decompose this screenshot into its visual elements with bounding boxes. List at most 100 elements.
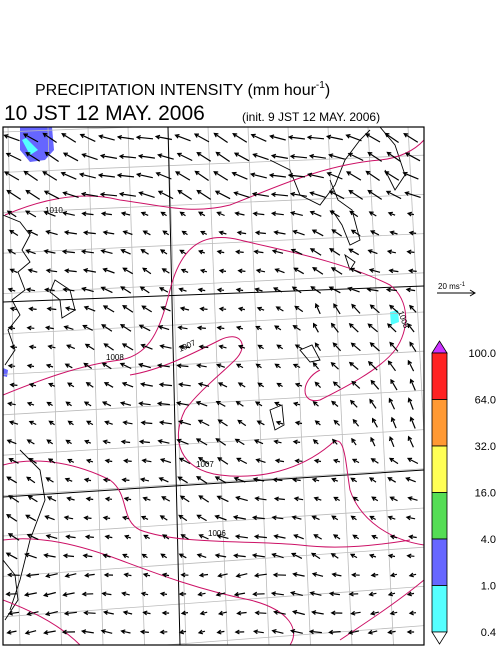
wind-arrow xyxy=(293,267,304,275)
wind-arrow xyxy=(79,133,96,142)
colorbar-label: 0.4 xyxy=(481,627,496,639)
wind-arrow xyxy=(386,151,401,162)
wind-arrow xyxy=(350,610,361,616)
wind-arrow xyxy=(289,591,303,596)
wind-arrow xyxy=(138,401,151,407)
wind-arrow xyxy=(84,572,95,578)
wind-arrow xyxy=(142,267,152,275)
wind-arrow xyxy=(28,382,37,388)
wind-arrow xyxy=(292,572,305,577)
wind-arrow xyxy=(406,249,415,255)
wind-arrow xyxy=(406,553,415,559)
wind-arrow xyxy=(154,134,173,141)
wind-arrow xyxy=(81,286,94,293)
wind-arrow xyxy=(178,591,187,597)
wind-arrow xyxy=(81,153,98,161)
wind-arrow xyxy=(122,610,133,616)
wind-arrow xyxy=(268,173,286,178)
wind-arrow xyxy=(311,572,324,577)
wind-arrow xyxy=(231,171,248,180)
wind-arrow xyxy=(310,286,322,294)
wind-arrow xyxy=(385,287,397,293)
title-sup: -1 xyxy=(316,80,325,91)
wind-arrow xyxy=(310,552,321,560)
wind-arrow xyxy=(25,249,36,255)
colorbar-segment xyxy=(431,352,448,400)
wind-arrow xyxy=(216,325,225,331)
wind-arrow xyxy=(140,591,149,597)
wind-arrow xyxy=(216,287,225,293)
wind-arrow xyxy=(62,191,79,198)
wind-arrow xyxy=(43,630,56,635)
wind-arrow xyxy=(237,268,246,274)
wind-arrow xyxy=(332,342,342,352)
wind-arrow xyxy=(122,267,133,275)
wind-arrow xyxy=(407,435,414,448)
wind-arrow xyxy=(290,248,303,255)
wind-arrow xyxy=(7,287,16,293)
wind-arrow xyxy=(162,230,170,236)
wind-arrow xyxy=(314,381,322,389)
wind-arrow xyxy=(43,249,56,254)
wind-arrow xyxy=(142,496,151,502)
wind-arrow xyxy=(118,154,137,159)
wind-arrow xyxy=(271,552,284,559)
wind-arrow xyxy=(253,534,267,540)
wind-arrow xyxy=(249,172,267,179)
wind-arrow xyxy=(236,610,247,616)
wind-arrow xyxy=(102,305,115,313)
wind-arrow xyxy=(406,457,419,465)
wind-arrow xyxy=(47,344,56,350)
wind-arrow xyxy=(99,153,118,159)
wind-arrow xyxy=(254,401,263,407)
wind-arrow xyxy=(43,190,60,200)
wind-arrow xyxy=(180,572,189,578)
wind-arrow xyxy=(331,477,339,483)
wind-arrow xyxy=(81,591,94,597)
wind-arrow xyxy=(63,610,77,616)
wind-arrow xyxy=(369,342,380,352)
wind-arrow xyxy=(84,343,95,351)
wind-arrow xyxy=(235,249,244,255)
wind-arrow xyxy=(309,191,326,198)
wind-arrow xyxy=(102,267,115,274)
wind-arrow xyxy=(46,401,53,407)
wind-arrow xyxy=(371,496,379,502)
wind-arrow xyxy=(331,572,342,578)
wind-arrow xyxy=(217,382,228,388)
wind-arrow xyxy=(178,553,187,559)
wind-arrow xyxy=(197,629,206,635)
wind-arrow xyxy=(9,344,18,350)
grid-line xyxy=(3,507,424,537)
wind-arrow xyxy=(331,229,343,237)
wind-arrow xyxy=(139,382,153,387)
wind-arrow xyxy=(274,268,285,274)
wind-arrow xyxy=(333,496,340,502)
wind-arrow xyxy=(251,515,265,521)
wind-arrow xyxy=(120,211,131,217)
wind-arrow xyxy=(84,439,92,445)
wind-arrow xyxy=(178,514,188,522)
wind-arrow xyxy=(348,248,359,256)
wind-arrow xyxy=(196,475,208,484)
wind-arrow xyxy=(121,343,134,351)
wind-arrow xyxy=(6,439,17,445)
wind-arrow xyxy=(45,534,58,539)
colorbar-triangle xyxy=(431,631,448,645)
wind-arrow xyxy=(160,553,168,559)
wind-arrow xyxy=(44,151,59,162)
wind-arrow xyxy=(160,306,171,312)
wind-arrow xyxy=(309,210,322,217)
wind-arrow xyxy=(44,287,55,293)
wind-arrow xyxy=(389,436,395,448)
wind-arrow xyxy=(292,401,301,407)
wind-arrow xyxy=(349,267,362,274)
colorbar-segment xyxy=(431,492,448,540)
wind-arrow xyxy=(66,344,76,350)
wind-arrow xyxy=(42,591,56,598)
wind-arrow xyxy=(217,419,228,427)
wind-arrow xyxy=(27,495,38,503)
wind-arrow xyxy=(294,305,304,313)
wind-arrow xyxy=(82,324,93,331)
wind-arrow xyxy=(7,533,20,541)
